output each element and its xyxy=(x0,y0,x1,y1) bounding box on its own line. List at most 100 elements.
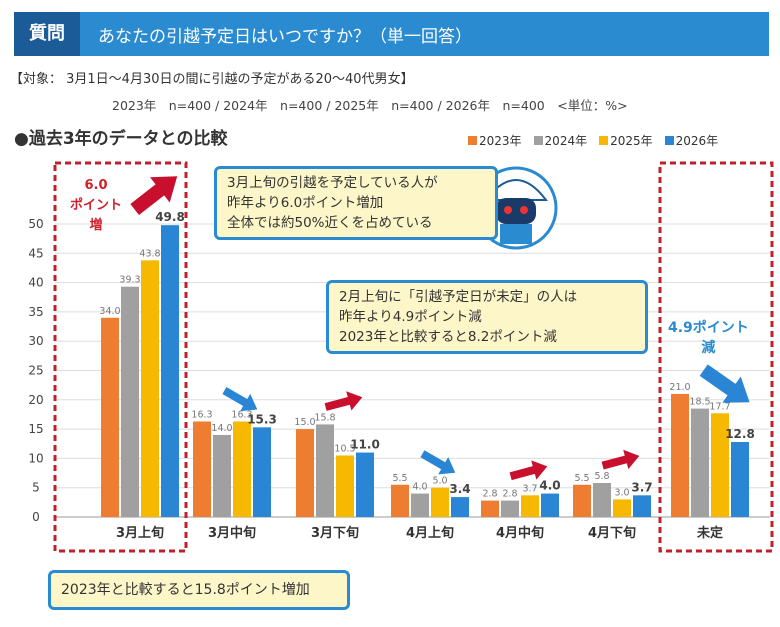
bar xyxy=(731,441,749,517)
down-arrow-icon xyxy=(420,450,456,475)
bar xyxy=(541,493,559,517)
big-down-arrow-icon xyxy=(699,364,750,403)
bar xyxy=(336,455,354,517)
bar xyxy=(253,427,271,517)
data-label: 3.4 xyxy=(449,482,470,496)
legend-item: 2026年 xyxy=(664,132,719,149)
data-label: 5.5 xyxy=(392,473,407,484)
data-label: 39.3 xyxy=(119,275,140,286)
data-label: 11.0 xyxy=(350,438,380,452)
bar xyxy=(431,487,449,517)
data-label: 10.5 xyxy=(334,443,355,454)
y-tick-label: 5 xyxy=(32,481,40,495)
big-up-arrow-icon xyxy=(130,176,178,216)
legend: 2023年 2024年 2025年 2026年 xyxy=(468,132,718,149)
data-label: 15.0 xyxy=(294,417,315,428)
legend-swatch xyxy=(533,136,543,145)
x-tick-label: 4月下旬 xyxy=(588,525,636,541)
y-tick-label: 45 xyxy=(28,246,43,260)
data-label: 15.3 xyxy=(247,412,277,426)
increase-label: 6.0 ポイント 増 xyxy=(70,178,123,233)
up-arrow-icon xyxy=(509,460,548,481)
data-label: 12.8 xyxy=(725,427,755,441)
bar xyxy=(296,429,314,517)
bar xyxy=(411,493,429,517)
y-tick-label: 10 xyxy=(28,451,43,465)
data-label: 4.0 xyxy=(412,482,427,493)
data-label: 2.8 xyxy=(482,489,497,500)
callout-vs-2023: 2023年と比較すると15.8ポイント増加 xyxy=(48,570,350,610)
data-label: 5.0 xyxy=(432,476,447,487)
callout-march-early: 3月上旬の引越を予定している人が 昨年より6.0ポイント増加 全体では約50%近… xyxy=(214,166,498,240)
legend-label: 2024年 xyxy=(544,134,588,148)
callout-undecided: 2月上旬に「引越予定日が未定」の人は 昨年より4.9ポイント減 2023年と比較… xyxy=(326,280,648,354)
data-label: 43.8 xyxy=(139,248,160,259)
data-label: 14.0 xyxy=(211,423,232,434)
bar xyxy=(356,452,374,517)
data-label: 34.0 xyxy=(99,306,120,317)
legend-swatch xyxy=(599,136,609,145)
down-arrow-icon xyxy=(222,387,258,412)
bar xyxy=(213,434,231,517)
bar xyxy=(101,317,119,517)
y-tick-label: 25 xyxy=(28,364,43,378)
x-tick-label: 3月上旬 xyxy=(116,525,164,541)
target-text: 【対象： 3月1日～4月30日の間に引越の予定がある20～40代男女】 xyxy=(10,72,414,87)
legend-item: 2024年 xyxy=(533,132,588,149)
up-arrow-icon xyxy=(601,449,640,470)
legend-label: 2026年 xyxy=(675,134,719,148)
bar xyxy=(481,500,499,517)
x-tick-label: 4月上旬 xyxy=(406,525,454,541)
chart-subtitle: ●過去3年のデータとの比較 xyxy=(14,129,228,149)
legend-swatch xyxy=(664,136,674,145)
bar xyxy=(691,408,709,517)
y-tick-label: 35 xyxy=(28,305,43,319)
data-label: 5.5 xyxy=(574,473,589,484)
legend-item: 2025年 xyxy=(599,132,653,149)
legend-item: 2023年 xyxy=(468,132,522,149)
y-tick-label: 15 xyxy=(28,422,43,436)
up-arrow-icon xyxy=(324,391,363,411)
y-tick-label: 30 xyxy=(28,334,43,348)
data-label: 18.5 xyxy=(689,397,710,408)
bar xyxy=(593,483,611,517)
bar xyxy=(711,413,729,517)
data-label: 3.7 xyxy=(522,483,537,494)
y-tick-label: 20 xyxy=(28,393,43,407)
bar xyxy=(141,260,159,517)
y-tick-label: 50 xyxy=(28,217,43,231)
data-label: 4.0 xyxy=(539,479,560,493)
highlight-frame xyxy=(53,161,188,553)
question-bar: 質問 あなたの引越予定日はいつですか？（単一回答） xyxy=(14,12,769,56)
decrease-label: 4.9ポイント 減 xyxy=(668,320,749,356)
x-tick-label: 3月中旬 xyxy=(208,525,256,541)
legend-label: 2025年 xyxy=(610,134,653,148)
bar xyxy=(521,495,539,517)
bar xyxy=(501,500,519,517)
data-label: 16.3 xyxy=(231,409,252,420)
legend-swatch xyxy=(468,136,477,145)
x-tick-label: 未定 xyxy=(696,525,723,541)
bar xyxy=(613,499,631,517)
bar xyxy=(633,495,651,517)
bar xyxy=(451,497,469,517)
bar xyxy=(233,421,251,517)
highlight-frame xyxy=(658,161,774,553)
bar xyxy=(316,424,334,517)
sample-text: 2023年 n=400 / 2024年 n=400 / 2025年 n=400 … xyxy=(112,98,628,113)
data-label: 3.0 xyxy=(614,487,629,498)
x-tick-label: 4月中旬 xyxy=(496,525,544,541)
data-label: 3.7 xyxy=(631,480,652,494)
bar xyxy=(573,484,591,517)
data-label: 17.7 xyxy=(709,401,730,412)
data-label: 5.8 xyxy=(594,471,609,482)
question-label: 質問 xyxy=(14,12,80,56)
bar xyxy=(161,225,179,517)
data-label: 21.0 xyxy=(669,382,690,393)
data-label: 16.3 xyxy=(191,409,212,420)
y-tick-label: 40 xyxy=(28,276,43,290)
bar xyxy=(193,421,211,517)
question-text: あなたの引越予定日はいつですか？（単一回答） xyxy=(98,26,472,47)
